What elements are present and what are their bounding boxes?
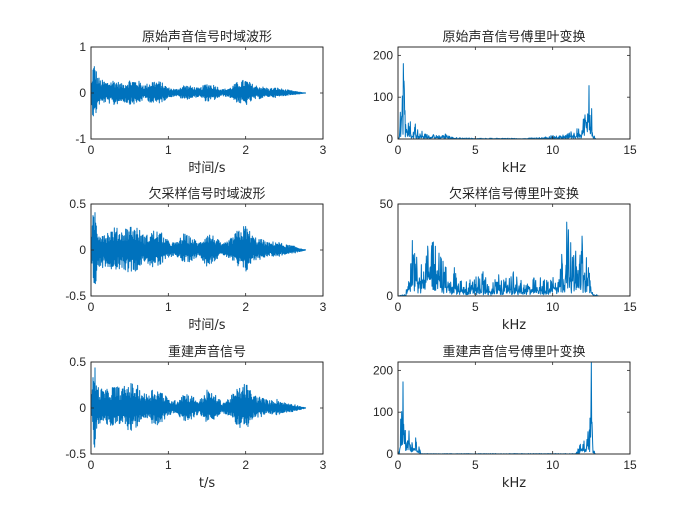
subplot-6: 0 5 10 15 0 100 200 重建声音信号傅里叶变换 kHz [373,344,637,491]
x-axis-label: kHz [502,476,526,491]
y-tick-label: 1 [79,40,86,54]
x-tick-label: 3 [320,300,327,314]
x-tick-label: 5 [472,143,479,157]
y-tick-label: -0.5 [65,447,86,461]
x-tick-label: 1 [165,300,172,314]
x-tick-label: 2 [242,300,249,314]
x-tick-label: 0 [88,143,95,157]
y-tick-label: 0 [79,86,86,100]
axes-frame [397,361,631,455]
x-tick-label: 0 [395,458,402,472]
subplot-title: 欠采样信号时域波形 [148,186,265,202]
x-axis-label: kHz [502,318,526,333]
y-tick-label: 0.5 [69,197,86,211]
x-tick-label: 0 [88,458,95,472]
x-axis-label: 时间/s [188,318,225,333]
series-line [91,212,307,285]
subplot-title: 欠采样信号傅里叶变换 [449,186,579,202]
subplot-title: 重建声音信号傅里叶变换 [442,344,585,360]
subplot-2: 0 5 10 15 0 100 200 原始声音信号傅里叶变换 kHz [373,29,637,176]
subplot-title: 重建声音信号 [168,344,246,360]
x-tick-label: 0 [88,300,95,314]
x-tick-label: 2 [242,143,249,157]
y-tick-label: -0.5 [65,289,86,303]
x-tick-label: 0 [395,300,402,314]
x-axis-label: t/s [199,476,215,491]
y-tick-label: 0.5 [69,355,86,369]
x-tick-label: 15 [623,458,637,472]
x-tick-label: 10 [546,300,560,314]
x-tick-label: 1 [165,458,172,472]
axes-border [397,361,631,455]
y-tick-label: -1 [75,132,86,146]
y-tick-label: 50 [380,197,394,211]
x-axis-label: kHz [502,161,526,176]
y-tick-label: 100 [373,405,393,419]
series-line [398,221,600,296]
series-line [91,367,307,448]
axes-border [397,203,631,297]
y-tick-label: 0 [386,132,393,146]
y-tick-label: 200 [373,363,393,377]
y-tick-label: 200 [373,48,393,62]
x-tick-label: 3 [320,143,327,157]
subplot-title: 原始声音信号时域波形 [142,29,272,45]
y-tick-label: 0 [386,289,393,303]
x-tick-label: 1 [165,143,172,157]
axes-border [397,46,631,140]
y-tick-label: 0 [79,243,86,257]
x-tick-label: 3 [320,458,327,472]
y-tick-label: 100 [373,90,393,104]
x-tick-label: 0 [395,143,402,157]
subplot-4: 0 5 10 15 0 50 欠采样信号傅里叶变换 kHz [380,186,637,333]
y-tick-label: 0 [386,447,393,461]
x-axis-label: 时间/s [188,161,225,176]
x-tick-label: 2 [242,458,249,472]
axes-frame [397,46,631,140]
x-tick-label: 10 [546,143,560,157]
x-tick-label: 5 [472,458,479,472]
x-tick-label: 15 [623,300,637,314]
x-tick-label: 10 [546,458,560,472]
y-tick-label: 0 [79,401,86,415]
series-line [91,66,307,117]
x-tick-label: 15 [623,143,637,157]
x-tick-label: 5 [472,300,479,314]
subplot-title: 原始声音信号傅里叶变换 [442,29,585,45]
